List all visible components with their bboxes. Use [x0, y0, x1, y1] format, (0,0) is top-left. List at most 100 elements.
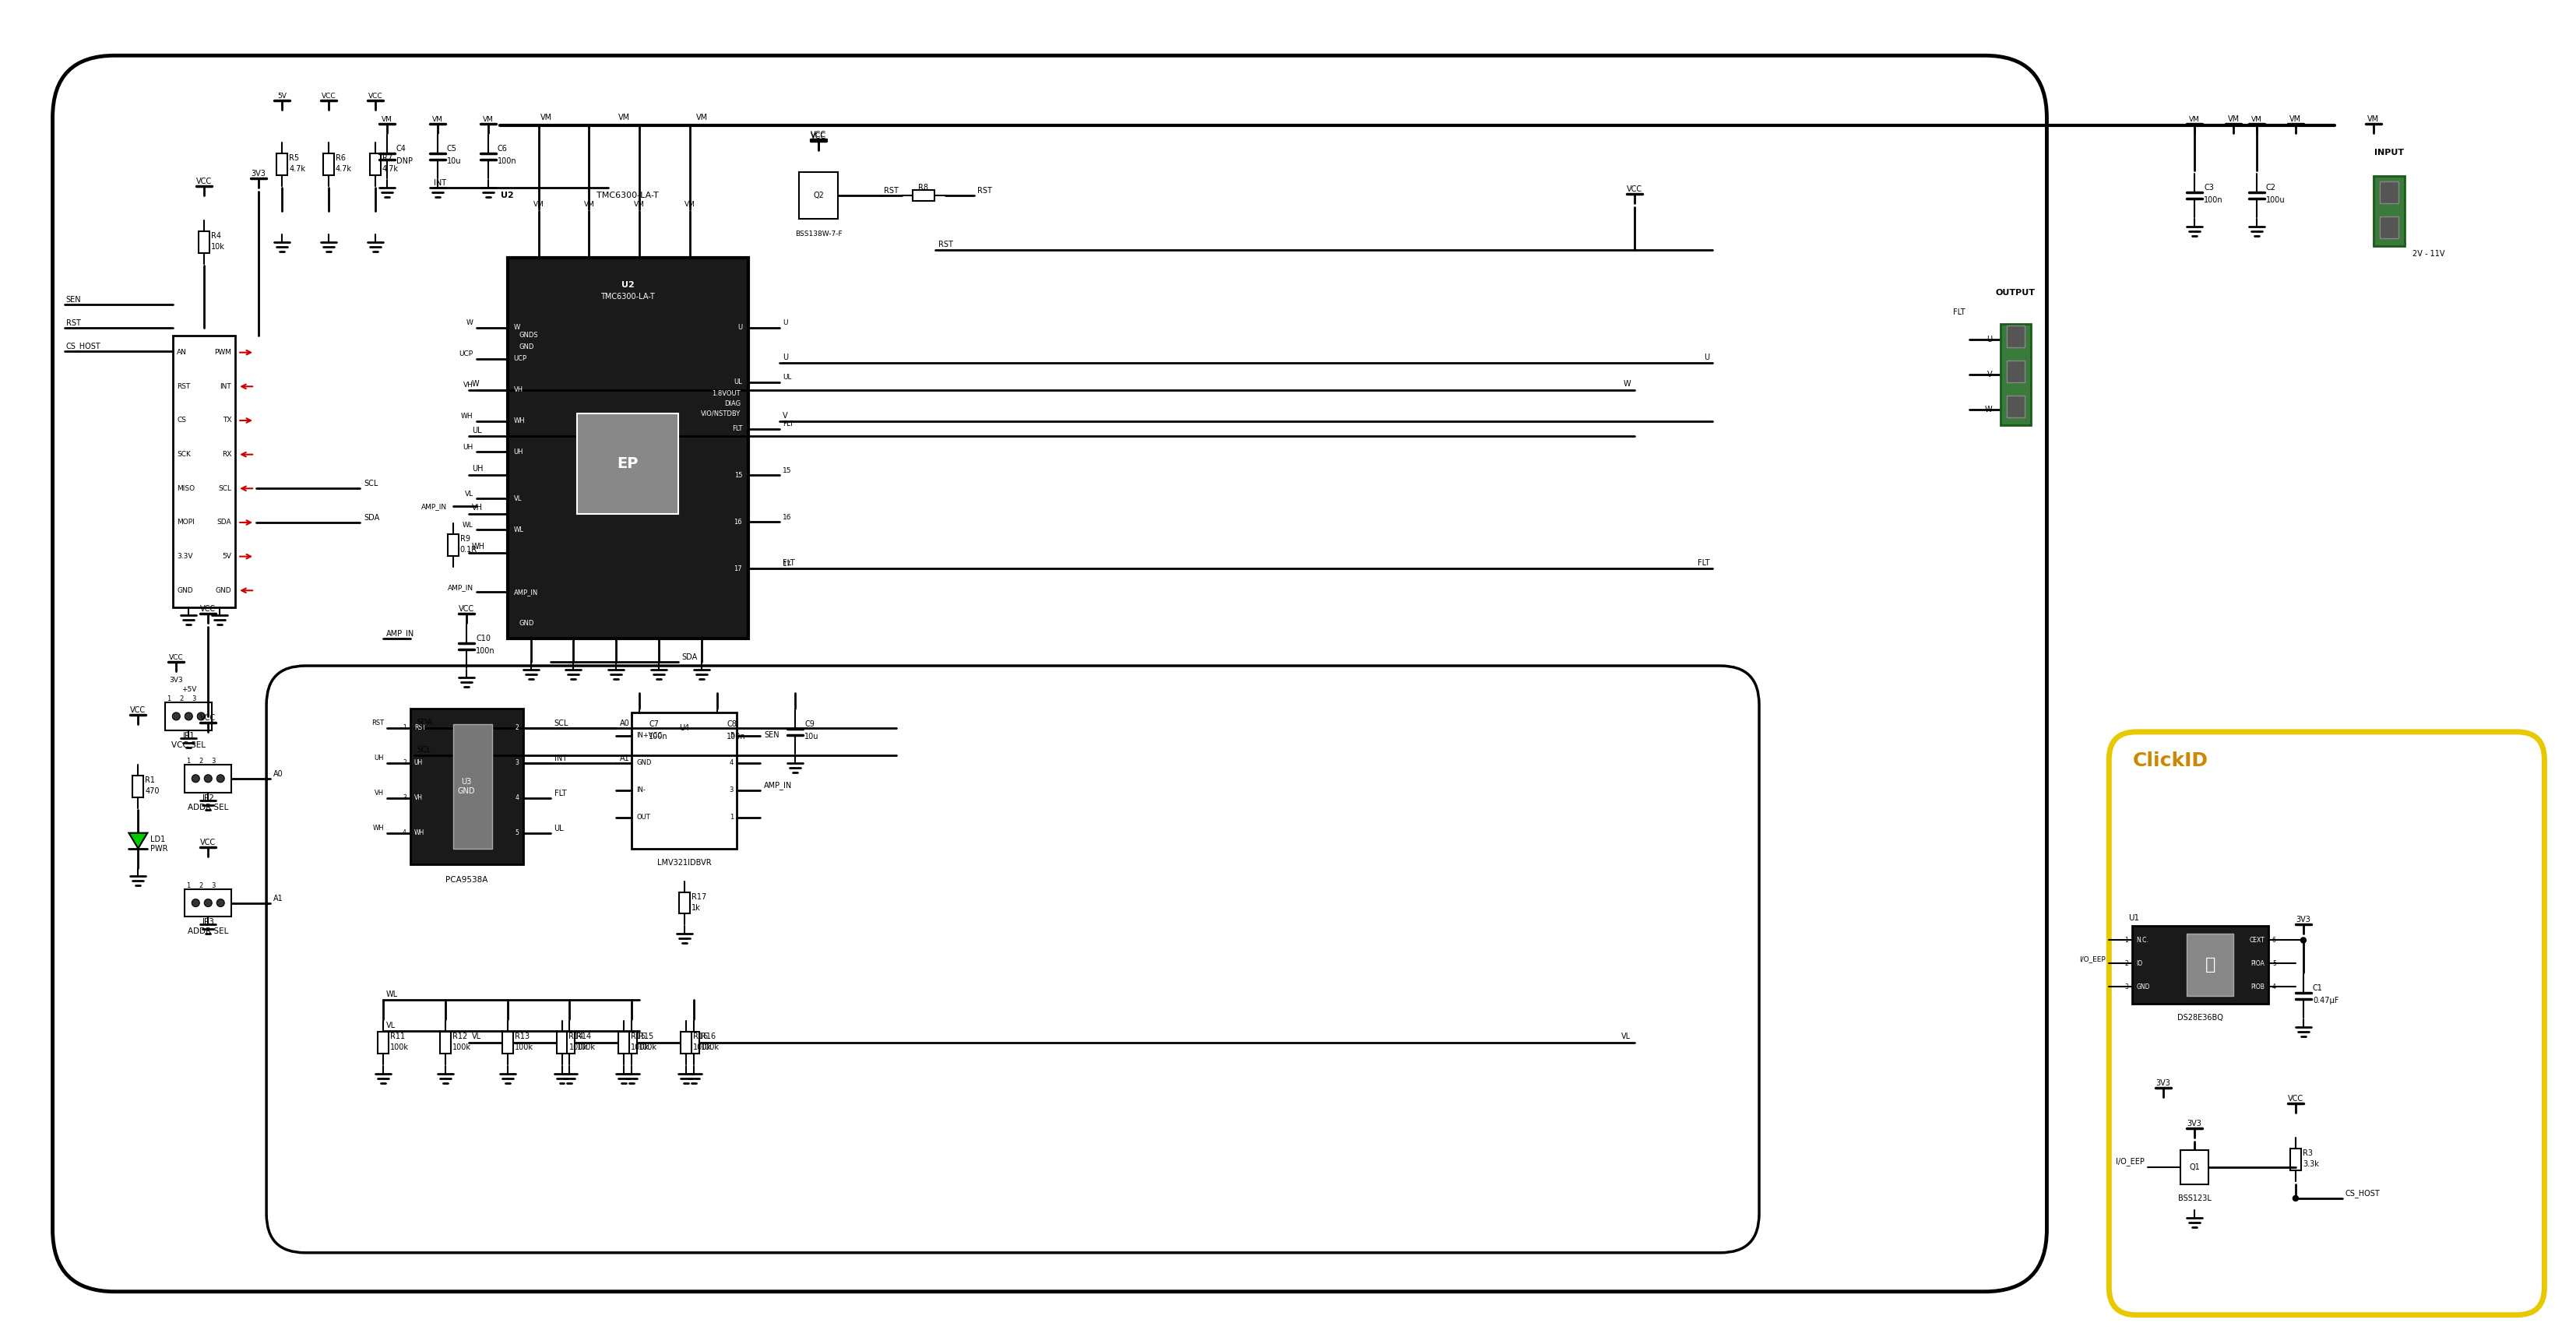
Text: 3: 3	[211, 758, 216, 765]
Text: GND: GND	[178, 587, 193, 594]
Text: U2: U2	[500, 192, 515, 199]
Text: WL: WL	[513, 527, 523, 534]
Text: VM: VM	[585, 202, 595, 208]
Text: W: W	[513, 324, 520, 331]
Text: SCL: SCL	[417, 746, 433, 754]
Text: FLT: FLT	[783, 559, 796, 567]
Text: 3V3: 3V3	[2187, 1120, 2202, 1128]
Text: Q1: Q1	[2190, 1164, 2200, 1171]
Text: R11: R11	[389, 1032, 404, 1040]
Text: R1: R1	[144, 777, 155, 784]
Text: 100n: 100n	[2205, 196, 2223, 204]
Bar	[2133, 926, 2269, 1004]
Text: R6: R6	[335, 155, 345, 163]
Text: VM: VM	[2190, 116, 2200, 122]
Text: 5V: 5V	[278, 93, 286, 99]
Text: I/O_EEP: I/O_EEP	[2079, 956, 2107, 962]
Text: WH: WH	[374, 825, 384, 832]
Text: AN: AN	[178, 349, 188, 356]
Text: 2: 2	[198, 758, 204, 765]
Bar	[2187, 934, 2233, 996]
Text: RST: RST	[371, 720, 384, 727]
Text: RST: RST	[415, 724, 425, 731]
Text: FLT: FLT	[1953, 308, 1965, 316]
Circle shape	[191, 774, 198, 782]
Text: VM: VM	[2228, 116, 2239, 124]
Text: SDA: SDA	[683, 653, 698, 661]
Text: FLT: FLT	[1698, 559, 1710, 567]
Text: CS_HOST: CS_HOST	[67, 341, 100, 351]
Text: 100k: 100k	[701, 1043, 719, 1051]
Text: TMC6300-LA-T: TMC6300-LA-T	[600, 293, 654, 301]
Bar	[2007, 360, 2025, 382]
Text: VH: VH	[471, 504, 482, 512]
Text: VCC: VCC	[201, 714, 216, 722]
Text: 3: 3	[402, 794, 407, 801]
Text: VCC: VCC	[368, 93, 381, 99]
Circle shape	[185, 712, 193, 720]
Text: SDA: SDA	[216, 519, 232, 526]
Text: 100k: 100k	[515, 1043, 533, 1051]
Text: C3: C3	[2205, 184, 2213, 192]
Text: PWR: PWR	[149, 844, 167, 852]
Text: JP1: JP1	[183, 732, 196, 739]
Text: C5: C5	[446, 145, 456, 153]
Text: RST: RST	[178, 383, 191, 390]
Bar	[577, 413, 677, 515]
Bar	[185, 765, 232, 793]
Bar	[173, 336, 234, 607]
Text: C4: C4	[397, 145, 407, 153]
Text: U: U	[783, 353, 788, 362]
Text: INT: INT	[433, 179, 446, 187]
Text: FLT: FLT	[554, 789, 567, 797]
Text: MISO: MISO	[178, 485, 196, 492]
Text: R7: R7	[381, 155, 392, 163]
Text: PCA9538A: PCA9538A	[446, 876, 487, 883]
Text: I/O_EEP: I/O_EEP	[2115, 1157, 2146, 1167]
Bar	[507, 258, 750, 638]
Text: 100k: 100k	[569, 1043, 587, 1051]
Text: VL: VL	[464, 491, 474, 497]
Text: IN+VCC: IN+VCC	[636, 732, 662, 739]
Text: VCC: VCC	[811, 133, 827, 140]
Text: WH: WH	[415, 829, 425, 836]
Text: 17: 17	[783, 560, 791, 567]
Text: 1.8VOUT: 1.8VOUT	[711, 390, 742, 398]
Text: VCC: VCC	[459, 605, 474, 613]
Text: W: W	[1623, 380, 1631, 387]
Text: U: U	[783, 320, 788, 327]
Text: C9: C9	[804, 720, 814, 728]
Text: 100n: 100n	[726, 732, 747, 741]
Bar	[680, 1032, 693, 1054]
Text: R14: R14	[569, 1032, 585, 1040]
Text: TMC6300-LA-T: TMC6300-LA-T	[598, 192, 659, 199]
Circle shape	[204, 899, 211, 907]
Text: UL: UL	[734, 379, 742, 386]
Text: R16: R16	[701, 1032, 716, 1040]
Text: SEN: SEN	[765, 731, 781, 739]
Text: 0.47μF: 0.47μF	[2313, 997, 2339, 1005]
Text: VCC: VCC	[1628, 185, 1643, 194]
Text: 3.3k: 3.3k	[2303, 1160, 2318, 1168]
Bar	[799, 172, 837, 219]
Text: R8: R8	[917, 184, 927, 192]
Text: IO: IO	[2136, 960, 2143, 968]
Bar	[688, 1032, 701, 1054]
Text: PIOA: PIOA	[2251, 960, 2264, 968]
Text: 3V3: 3V3	[2295, 917, 2311, 923]
Text: AMP_IN: AMP_IN	[448, 583, 474, 591]
Text: +5V: +5V	[180, 687, 196, 694]
Text: 100u: 100u	[2267, 196, 2285, 204]
Text: AMP_IN: AMP_IN	[386, 629, 415, 637]
Text: RST: RST	[884, 187, 899, 195]
Circle shape	[204, 774, 211, 782]
Bar	[912, 190, 935, 200]
Text: RST: RST	[976, 187, 992, 195]
Text: 1: 1	[402, 724, 407, 731]
Text: R12: R12	[453, 1032, 466, 1040]
Text: VCC: VCC	[196, 177, 211, 185]
Text: 470: 470	[144, 788, 160, 794]
Bar	[556, 1032, 567, 1054]
Bar	[631, 712, 737, 848]
Text: PWM: PWM	[214, 349, 232, 356]
